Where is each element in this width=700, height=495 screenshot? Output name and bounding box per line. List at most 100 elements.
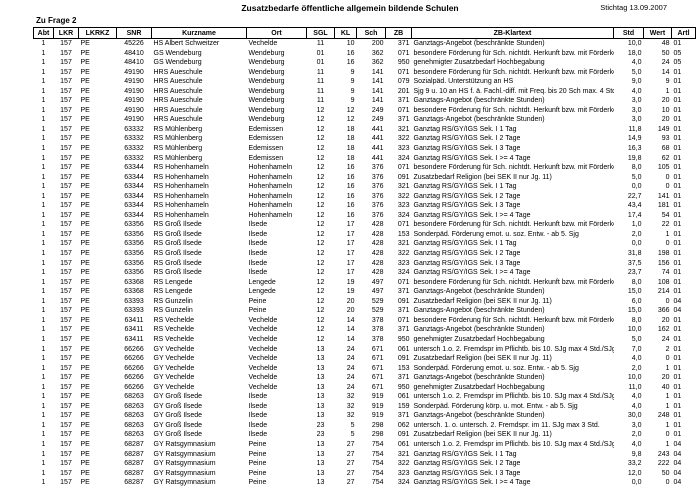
column-header: Sch [356,27,386,39]
table-cell: PE [80,145,90,153]
table-cell: 01 [673,202,682,210]
table-cell: 01 [673,116,682,124]
table-cell: 157 [60,421,72,429]
table-cell: genehmigter Zusatzbedarf Hochbegabung [413,59,545,67]
table-cell: Ilsede [248,240,268,248]
table-row: 1 157 PE 68287 GY Ratsgymnasium Peine 13 27 754 3… [34,450,696,460]
table-cell: PE [80,68,90,76]
table-cell: 16 [346,183,355,191]
table-cell: 01 [316,49,325,57]
table-cell: 6,0 [631,297,642,305]
table-cell: 754 [371,469,384,477]
table-cell: 24 [346,345,355,353]
table-cell: 157 [60,278,72,286]
table-cell: 4,0 [631,59,642,67]
table-cell: 9 [350,87,355,95]
table-cell: Peine [248,479,267,487]
table-cell: besondere Förderung für Sch. nichtdt. He… [413,221,614,229]
column-header: LKRKZ [78,27,117,39]
table-cell: 1 [41,383,46,391]
table-cell: 091 [397,297,410,305]
table-cell: 441 [371,125,384,133]
table-cell: PE [80,211,90,219]
table-cell: 17 [346,230,355,238]
table-cell: Ganztag RS/GY/IGS Sek. I 1 Tag [413,450,517,458]
table-cell: 12,0 [627,469,642,477]
table-cell: 12 [316,202,325,210]
table-cell: 68263 [124,412,144,420]
table-cell: Wendeburg [248,68,285,76]
table-cell: 66266 [124,374,144,382]
table-cell: 248 [657,412,670,420]
table-cell: PE [80,326,90,334]
table-cell: 13 [316,374,325,382]
table-cell: 1 [41,106,46,114]
table-cell: Sjg 9 u. 10 an HS f. ä. Fachl.-diff. mit… [413,87,614,95]
table-cell: 63332 [124,145,144,153]
table-cell: Ilsede [248,421,268,429]
table-cell: 323 [397,469,410,477]
table-cell: 04 [673,307,682,315]
table-cell: 01 [673,230,682,238]
table-cell: 04 [673,450,682,458]
table-cell: 11,8 [628,125,642,133]
table-cell: Vechelde [248,383,278,391]
table-cell: 01 [673,145,682,153]
table-cell: 1 [665,393,670,401]
table-cell: 01 [673,278,682,286]
table-cell: 157 [60,440,72,448]
table-cell: 1 [41,421,46,429]
table-cell: 153 [397,230,410,238]
table-cell: 01 [673,164,682,172]
table-cell: 20 [661,316,670,324]
table-cell: 141 [371,87,384,95]
table-cell: 01 [673,269,682,277]
table-cell: 12 [316,278,325,286]
table-cell: 1 [41,145,46,153]
table-cell: HRS Aueschule [153,87,203,95]
table-row: 1 157 PE 63411 RS Vechelde Vechelde 12 14 378 950… [34,335,696,345]
table-cell: 04 [673,440,682,448]
table-cell: RS Hohenhameln [153,183,209,191]
table-cell: 1 [665,364,670,372]
column-header: Std [613,27,644,39]
table-cell: 061 [397,345,410,353]
table-cell: Peine [248,469,267,477]
table-cell: 950 [397,59,410,67]
table-row: 1 157 PE 66266 GY Vechelde Vechelde 13 24 671 950… [34,383,696,393]
table-cell: 01 [673,78,682,86]
table-cell: PE [80,412,90,420]
table-cell: GY Vechelde [153,364,195,372]
table-cell: 324 [397,479,410,487]
table-cell: 12 [316,116,325,124]
table-cell: 243 [657,450,670,458]
table-cell: 1 [41,250,46,258]
table-row: 1 157 PE 63411 RS Vechelde Vechelde 12 14 378 071… [34,316,696,326]
table-row: 1 157 PE 49190 HRS Aueschule Wendeburg 11 9 141 2… [34,87,696,97]
table-cell: 141 [371,97,384,105]
table-cell: 157 [60,125,72,133]
table-cell: 1 [41,288,46,296]
table-cell: PE [80,460,90,468]
table-cell: Ganztag RS/GY/IGS Sek. I 1 Tag [413,125,517,133]
table-cell: 10,0 [627,326,642,334]
table-cell: 1 [41,125,46,133]
table-cell: PE [80,402,90,410]
table-cell: 27 [346,450,355,458]
table-cell: 19 [346,278,355,286]
table-cell: Hohenhameln [248,164,293,172]
table-cell: 157 [60,116,72,124]
table-cell: 321 [397,450,410,458]
table-cell: 4,0 [631,355,642,363]
report-date: Stichtag 13.09.2007 [600,3,667,12]
table-cell: 149 [657,125,670,133]
table-cell: 0 [665,479,670,487]
table-cell: 01 [673,135,682,143]
table-cell: 17 [346,250,355,258]
table-cell: besondere Förderung für Sch. nichtdt. He… [413,68,614,76]
table-cell: RS Vechelde [153,316,194,324]
table-cell: 091 [397,173,410,181]
table-cell: 63356 [124,230,144,238]
table-cell: 15,0 [627,307,642,315]
table-cell: HRS Aueschule [153,78,203,86]
